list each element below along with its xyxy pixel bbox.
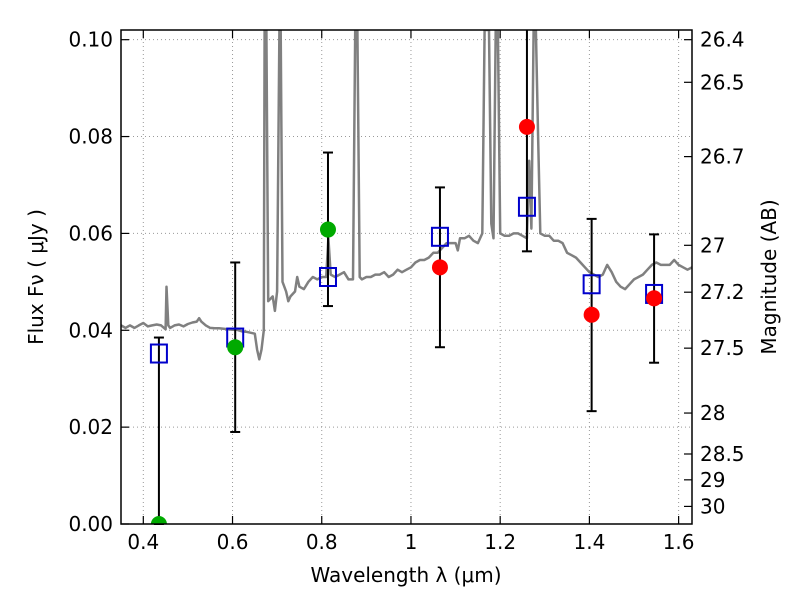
- model-square: [430, 226, 449, 247]
- model-layer: [149, 196, 664, 364]
- x-tick-label: 0.6: [217, 530, 249, 554]
- model-square: [318, 267, 337, 287]
- axes: [120, 29, 693, 525]
- y-tick-label: 0.00: [68, 512, 113, 536]
- mag-tick-label: 28: [700, 401, 725, 425]
- plot-frame: [120, 29, 693, 525]
- observed-point: [319, 221, 336, 238]
- observed-point: [227, 339, 244, 356]
- mag-tick-label: 30: [700, 494, 725, 518]
- spectrum-layer: [121, 30, 692, 361]
- observed-point: [583, 306, 600, 323]
- observed-point: [518, 118, 535, 135]
- x-tick-label: 0.4: [127, 530, 159, 554]
- y-tick-label: 0.04: [68, 318, 113, 342]
- mag-tick-label: 27: [700, 233, 725, 257]
- x-tick-label: 1.6: [663, 530, 695, 554]
- tick-labels: 0.4 0.6 0.8 1 1.2 1.4 1.6 0.00 0.02 0.04 0.06 0.08 0…: [68, 28, 744, 554]
- x-tick-label: 0.8: [306, 530, 338, 554]
- model-square: [149, 343, 168, 364]
- grid: [121, 30, 692, 525]
- mag-tick-label: 26.5: [700, 70, 745, 94]
- mag-tick-label: 27.5: [700, 336, 745, 360]
- y-axis-right-label: Magnitude (AB): [757, 199, 781, 354]
- mag-tick-label: 26.4: [700, 28, 745, 52]
- x-tick-label: 1.4: [573, 530, 605, 554]
- y-tick-label: 0.02: [68, 415, 113, 439]
- x-tick-label: 1.2: [484, 530, 516, 554]
- model-square: [582, 274, 601, 295]
- y-tick-label: 0.10: [68, 28, 113, 52]
- x-tick-label: 1: [405, 530, 418, 554]
- observed-point: [431, 259, 448, 276]
- observed-point: [646, 290, 663, 307]
- mag-tick-label: 26.7: [700, 145, 745, 169]
- observed-point: [150, 516, 167, 524]
- mag-tick-label: 29: [700, 468, 725, 492]
- mag-tick-label: 28.5: [700, 442, 745, 466]
- y-axis-label: Flux Fν ( μJy ): [24, 209, 48, 345]
- mag-tick-label: 27.2: [700, 280, 745, 304]
- x-axis-label: Wavelength λ (μm): [310, 563, 501, 587]
- y-tick-label: 0.08: [68, 125, 113, 149]
- y-tick-label: 0.06: [68, 221, 113, 245]
- spectrum-line: [121, 30, 692, 361]
- observed-layer: [150, 118, 663, 524]
- model-square: [517, 196, 536, 217]
